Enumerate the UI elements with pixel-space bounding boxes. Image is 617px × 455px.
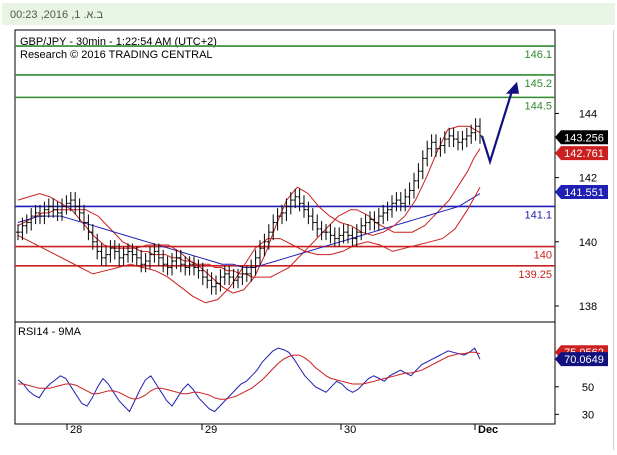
price-tag-bg bbox=[555, 146, 608, 161]
rsi-tag-label: 70.0649 bbox=[564, 354, 604, 366]
header-bar: ב.א. 1, 2016, 00:23 bbox=[2, 3, 615, 25]
rsi-ma-line bbox=[18, 351, 481, 400]
price-panel-frame bbox=[14, 29, 556, 323]
level-label: 144.5 bbox=[524, 100, 552, 112]
right-frame-line bbox=[613, 30, 614, 450]
rsi-tag-bg bbox=[555, 352, 608, 367]
price-chart-subtitle: Research © 2016 TRADING CENTRAL bbox=[20, 49, 213, 61]
level-label: 146.1 bbox=[524, 49, 552, 61]
price-tag-label: 142.761 bbox=[564, 148, 604, 160]
level-label: 145.2 bbox=[524, 78, 552, 90]
forecast-arrow-line bbox=[480, 87, 515, 166]
y-tick-label: 142 bbox=[579, 173, 597, 185]
price-tag-bg bbox=[555, 185, 608, 200]
y-tick-label: 144 bbox=[579, 108, 597, 120]
timestamp: ב.א. 1, 2016, 00:23 bbox=[10, 9, 104, 21]
y-tick-label: 140 bbox=[579, 237, 597, 249]
forecast-arrow-head bbox=[506, 81, 519, 94]
moving-average-blue bbox=[17, 193, 481, 268]
rsi-panel-frame bbox=[14, 321, 556, 425]
bollinger-upper bbox=[17, 125, 481, 294]
level-label: 139.25 bbox=[518, 269, 552, 281]
rsi-y-tick-label: 30 bbox=[582, 409, 594, 421]
price-tag-bg bbox=[555, 130, 608, 145]
x-tick-label: 30 bbox=[344, 424, 356, 436]
y-tick-label: 138 bbox=[579, 301, 597, 313]
price-tag-label: 143.256 bbox=[564, 132, 604, 144]
x-tick-label: Dec bbox=[478, 424, 498, 436]
level-label: 141.1 bbox=[524, 209, 552, 221]
level-label: 140 bbox=[534, 250, 552, 262]
rsi-y-tick-label: 50 bbox=[582, 382, 594, 394]
bollinger-lower bbox=[17, 186, 481, 304]
moving-average-red bbox=[17, 148, 481, 278]
rsi-line bbox=[17, 347, 481, 413]
x-tick-label: 28 bbox=[70, 424, 82, 436]
x-tick-label: 29 bbox=[205, 424, 217, 436]
rsi-chart-title: RSI14 - 9MA bbox=[18, 326, 82, 338]
price-chart-title: GBP/JPY - 30min - 1:22:54 AM (UTC+2) bbox=[20, 36, 217, 48]
price-tag-label: 141.551 bbox=[564, 187, 604, 199]
